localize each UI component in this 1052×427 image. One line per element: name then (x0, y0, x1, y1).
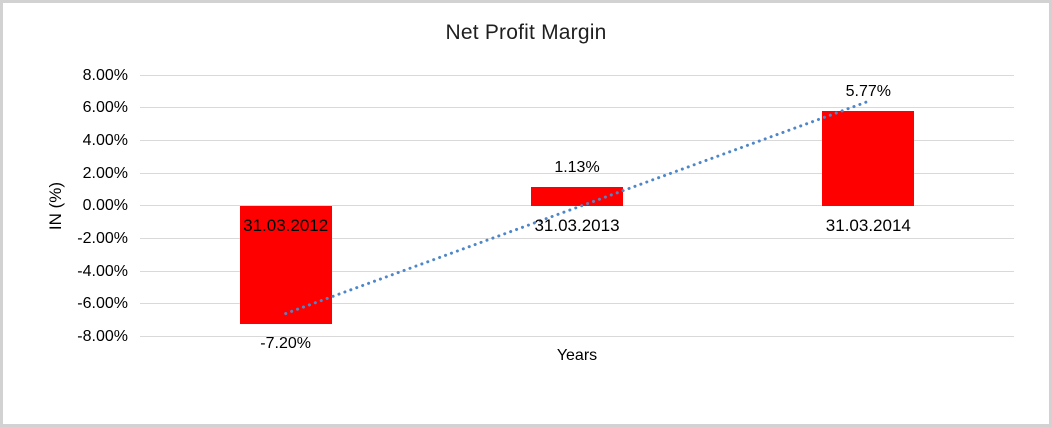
y-axis-tick-label: -8.00% (77, 328, 128, 346)
bar-31.03.2014 (822, 111, 915, 206)
bar-31.03.2013 (531, 187, 623, 206)
data-label: 1.13% (554, 158, 600, 176)
y-gridline (140, 74, 1014, 76)
y-axis-tick-label: -2.00% (77, 230, 128, 247)
data-label: -7.20% (260, 335, 311, 353)
category-label: 31.03.2012 (243, 216, 329, 235)
y-axis-tick-label: 4.00% (82, 131, 128, 149)
y-axis-tick-label: 6.00% (82, 99, 128, 117)
chart-title: Net Profit Margin (445, 21, 607, 44)
y-axis-tick-label: -4.00% (77, 262, 128, 280)
y-axis-tick-label: 2.00% (82, 164, 128, 182)
x-axis-title: Years (556, 347, 598, 364)
data-label: 5.77% (845, 82, 892, 100)
category-label: 31.03.2014 (825, 216, 911, 235)
y-gridline (140, 107, 1014, 109)
y-axis-tick-label: 8.00% (82, 66, 128, 84)
y-axis-tick-label: 0.00% (82, 197, 128, 215)
y-gridline (140, 336, 1014, 338)
y-axis-tick-label: -6.00% (77, 295, 128, 313)
category-label: 31.03.2013 (534, 216, 620, 235)
trendline (284, 99, 870, 316)
